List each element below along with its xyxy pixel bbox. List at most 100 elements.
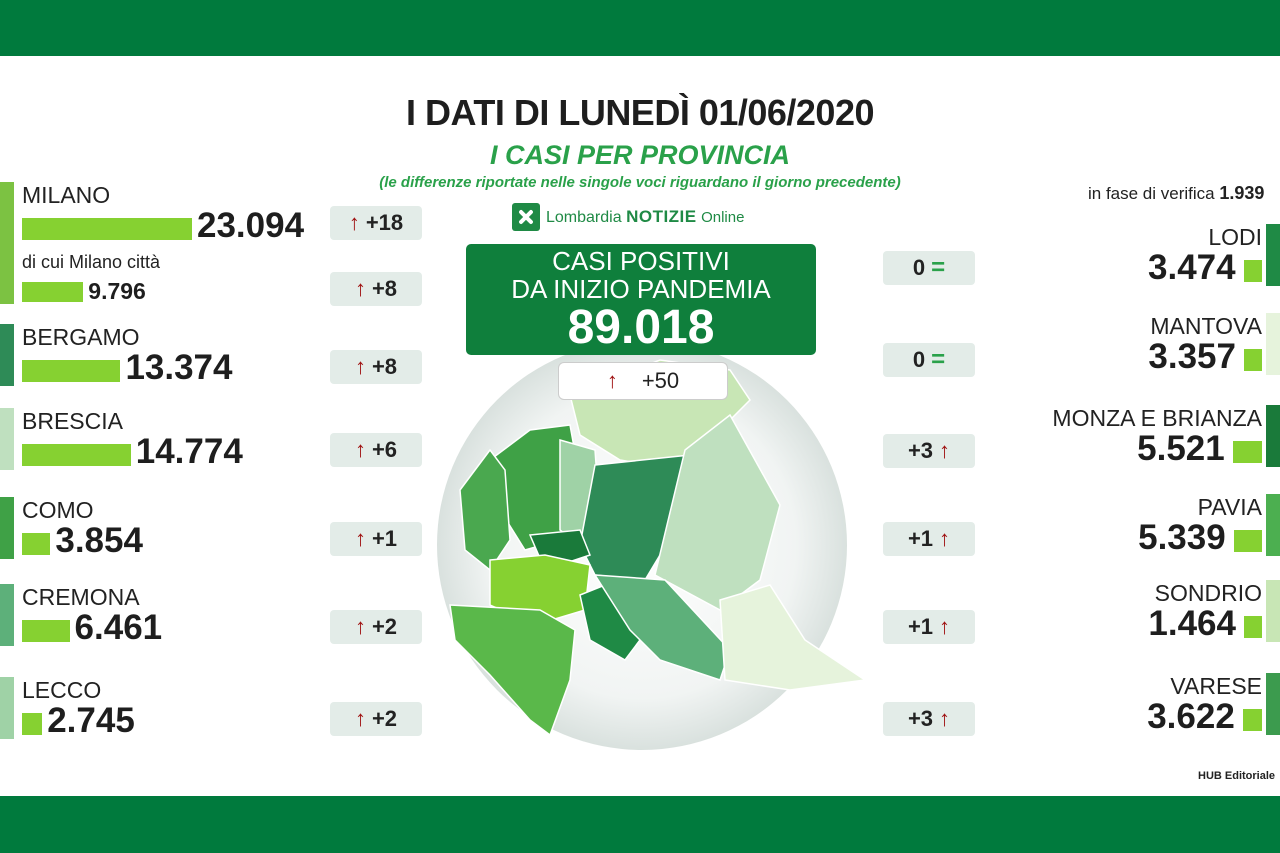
brand-logo: Lombardia NOTIZIE Online (512, 202, 744, 232)
map-region-mantova (719, 584, 868, 691)
province-monza-e-brianza-bar (1232, 441, 1262, 463)
brand-online: Online (701, 209, 745, 226)
province-varese-stripe (1266, 673, 1280, 735)
arrow-up-icon: ↑ (939, 614, 951, 639)
total-line2: DA INIZIO PANDEMIA (511, 274, 771, 304)
province-sondrio-delta: +1 ↑ (883, 610, 975, 644)
province-pavia-delta-value: +1 (907, 526, 934, 551)
province-lecco-delta-value: +2 (371, 706, 398, 731)
map-region-varese (459, 448, 511, 572)
page-title: I DATI DI LUNEDÌ 01/06/2020 (406, 92, 875, 133)
province-bergamo-bar (22, 360, 121, 382)
province-varese-delta: +3 ↑ (883, 702, 975, 736)
arrow-up-icon: ↑ (606, 368, 618, 393)
province-lecco-value: 2.745 (47, 701, 135, 740)
province-lodi-bar (1243, 260, 1262, 282)
province-milano-delta-value: +18 (365, 210, 404, 235)
province-cremona-bar (22, 620, 70, 642)
province-lecco-name: LECCO (22, 677, 102, 703)
province-brescia-delta: ↑ +6 (330, 433, 422, 467)
arrow-up-icon: ↑ (354, 614, 366, 639)
province-bergamo-delta: ↑ +8 (330, 350, 422, 384)
province-cremona-name: CREMONA (22, 584, 140, 610)
province-varese-name: VARESE (1170, 673, 1262, 699)
province-como-bar (22, 533, 51, 555)
province-pavia-value: 5.339 (1138, 518, 1226, 557)
province-brescia-stripe (0, 408, 14, 470)
arrow-up-icon: ↑ (354, 437, 366, 462)
province-monza-e-brianza-delta-value: +3 (907, 438, 934, 463)
province-varese-delta-value: +3 (907, 706, 934, 731)
total-cases-box: CASI POSITIVI DA INIZIO PANDEMIA 89.018 (466, 244, 816, 355)
verify-value: 1.939 (1219, 183, 1265, 203)
lombardia-rose-icon (512, 203, 540, 231)
province-milano-city-delta-value: +8 (371, 276, 398, 301)
province-como-delta-value: +1 (371, 526, 398, 551)
province-pavia-name: PAVIA (1197, 494, 1262, 520)
province-monza-e-brianza-delta: +3 ↑ (883, 434, 975, 468)
province-milano-city-name: di cui Milano città (22, 252, 161, 272)
province-sondrio-delta-value: +1 (907, 614, 934, 639)
map-region-cremona (593, 574, 731, 681)
province-mantova-delta-value: 0 (912, 347, 926, 372)
verify-label: in fase di verifica (1088, 184, 1215, 203)
province-cremona-stripe (0, 584, 14, 646)
province-pavia-stripe (1266, 494, 1280, 556)
province-como-name: COMO (22, 497, 94, 523)
province-monza-e-brianza-value: 5.521 (1137, 429, 1225, 468)
province-lodi-name: LODI (1208, 224, 1262, 250)
province-como-stripe (0, 497, 14, 559)
equal-icon: = (931, 254, 946, 281)
arrow-up-icon: ↑ (354, 526, 366, 551)
province-milano-delta: ↑ +18 (330, 206, 422, 240)
arrow-up-icon: ↑ (348, 210, 360, 235)
province-cremona-delta: ↑ +2 (330, 610, 422, 644)
province-lodi-delta: 0 = (883, 251, 975, 285)
province-lodi-value: 3.474 (1148, 248, 1236, 287)
credit-text: HUB Editoriale (1198, 770, 1276, 782)
province-mantova-value: 3.357 (1148, 337, 1236, 376)
province-lodi-delta-value: 0 (912, 255, 926, 280)
province-como-delta: ↑ +1 (330, 522, 422, 556)
province-varese-value: 3.622 (1147, 697, 1235, 736)
province-como-value: 3.854 (55, 521, 143, 560)
arrow-up-icon: ↑ (939, 438, 951, 463)
province-brescia-bar (22, 444, 131, 466)
province-milano-value: 23.094 (197, 206, 305, 245)
total-delta-value: +50 (641, 368, 680, 393)
arrow-up-icon: ↑ (354, 706, 366, 731)
province-milano-bar (22, 218, 192, 240)
province-milano-stripe (0, 182, 14, 304)
province-lecco-bar (22, 713, 43, 735)
total-delta-badge: ↑ +50 (558, 362, 728, 400)
province-varese-bar (1242, 709, 1262, 731)
province-lodi-stripe (1266, 224, 1280, 286)
province-mantova-delta: 0 = (883, 343, 975, 377)
arrow-up-icon: ↑ (354, 276, 366, 301)
province-monza-e-brianza-name: MONZA E BRIANZA (1052, 405, 1262, 431)
arrow-up-icon: ↑ (939, 706, 951, 731)
province-cremona-delta-value: +2 (371, 614, 398, 639)
province-milano-city-value: 9.796 (88, 278, 146, 304)
map-region-lodi (579, 584, 641, 661)
province-lecco-delta: ↑ +2 (330, 702, 422, 736)
province-mantova-name: MANTOVA (1150, 313, 1262, 339)
province-lecco-stripe (0, 677, 14, 739)
province-bergamo-value: 13.374 (125, 348, 233, 387)
brand-name: Lombardia (546, 209, 622, 226)
province-milano-name: MILANO (22, 182, 111, 208)
province-bergamo-stripe (0, 324, 14, 386)
page-subtitle: I CASI PER PROVINCIA (489, 140, 791, 170)
map-region-brescia (654, 413, 781, 611)
province-mantova-bar (1244, 349, 1262, 371)
province-sondrio-stripe (1266, 580, 1280, 642)
total-line1: CASI POSITIVI (552, 246, 730, 276)
verify-note: in fase di verifica 1.939 (1088, 183, 1264, 204)
province-monza-e-brianza-stripe (1266, 405, 1280, 467)
equal-icon: = (931, 346, 946, 373)
province-sondrio-value: 1.464 (1148, 604, 1236, 643)
total-value: 89.018 (567, 301, 715, 354)
province-sondrio-bar (1244, 616, 1262, 638)
province-bergamo-name: BERGAMO (22, 324, 140, 350)
arrow-up-icon: ↑ (939, 526, 951, 551)
